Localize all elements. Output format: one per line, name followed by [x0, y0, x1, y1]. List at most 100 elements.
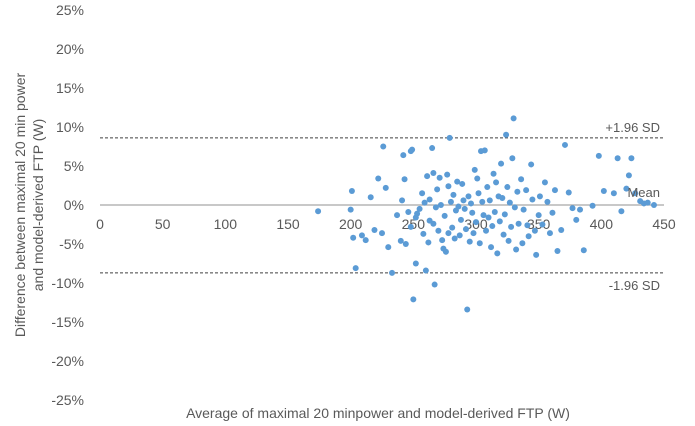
x-tick-label: 150: [276, 216, 300, 232]
data-point: [531, 227, 538, 234]
data-point: [358, 232, 365, 239]
data-point: [577, 206, 584, 213]
data-point: [565, 189, 572, 196]
y-tick-labels: 25% 20% 15% 10% 5% 0% -5% -10% -15% -20% -25%: [51, 2, 84, 408]
data-point: [402, 241, 409, 247]
data-point: [461, 205, 468, 212]
data-point: [424, 173, 431, 180]
data-point: [431, 281, 438, 288]
data-point: [412, 260, 419, 267]
data-point: [485, 214, 492, 221]
data-point: [379, 230, 385, 237]
x-tick-label: 400: [590, 216, 614, 232]
data-point: [397, 237, 404, 244]
data-point: [528, 161, 535, 168]
x-tick-label: 50: [155, 216, 171, 232]
data-point: [451, 235, 458, 242]
data-point: [457, 216, 464, 223]
data-point: [405, 209, 412, 216]
data-point: [561, 141, 568, 148]
y-axis-title-line-2: and model-derived FTP (W): [30, 119, 46, 291]
data-point: [447, 198, 454, 205]
data-point: [441, 212, 448, 219]
data-point: [525, 233, 532, 240]
data-point: [444, 171, 451, 178]
data-point: [449, 224, 456, 231]
data-point: [371, 226, 378, 233]
data-point: [513, 246, 520, 253]
data-point: [380, 143, 387, 150]
data-point: [498, 160, 505, 167]
x-tick-label: 250: [402, 216, 426, 232]
data-point: [430, 220, 437, 227]
data-point: [600, 187, 607, 194]
data-point: [520, 206, 527, 213]
x-tick-label: 0: [96, 216, 104, 232]
data-point: [450, 191, 457, 198]
reference-lines: [100, 137, 664, 274]
data-point: [533, 251, 540, 258]
data-point: [496, 218, 503, 225]
data-point: [493, 179, 500, 186]
x-tick-label: 450: [652, 216, 676, 232]
y-tick-label: -10%: [51, 275, 84, 291]
data-point: [623, 185, 630, 192]
data-point: [549, 209, 556, 216]
data-point: [489, 223, 496, 230]
data-point: [504, 184, 511, 191]
data-point: [407, 223, 414, 230]
data-points: [315, 115, 657, 313]
data-point: [480, 212, 487, 219]
data-point: [505, 237, 512, 244]
data-point: [429, 145, 436, 152]
data-point: [465, 193, 472, 200]
data-point: [456, 232, 463, 239]
y-tick-label: -25%: [51, 392, 84, 408]
data-point: [399, 197, 406, 204]
reference-labels: +1.96 SD Mean -1.96 SD: [605, 120, 660, 293]
data-point: [518, 176, 525, 183]
y-tick-label: -5%: [59, 236, 84, 252]
data-point: [483, 227, 490, 234]
data-point: [524, 222, 531, 229]
data-point: [367, 194, 374, 201]
reference-label: +1.96 SD: [605, 120, 660, 135]
data-point: [484, 184, 491, 191]
data-point: [650, 202, 657, 208]
data-point: [506, 199, 513, 206]
data-point: [466, 238, 473, 245]
data-point: [420, 230, 427, 237]
data-point: [529, 196, 536, 203]
data-point: [469, 209, 476, 216]
data-point: [486, 197, 493, 204]
data-point: [539, 221, 546, 228]
data-point: [546, 230, 553, 237]
reference-label: Mean: [627, 185, 660, 200]
x-tick-label: 350: [527, 216, 551, 232]
data-point: [414, 210, 421, 217]
data-point: [445, 230, 452, 237]
data-point: [350, 234, 357, 241]
data-point: [515, 220, 522, 227]
x-tick-label: 100: [214, 216, 238, 232]
data-point: [460, 197, 467, 204]
data-point: [558, 226, 565, 233]
data-point: [401, 176, 408, 183]
y-tick-label: -20%: [51, 353, 84, 369]
y-tick-label: 15%: [56, 80, 84, 96]
data-point: [519, 240, 526, 247]
y-tick-label: 0%: [64, 197, 84, 213]
data-point: [481, 147, 488, 154]
data-point: [508, 223, 515, 230]
y-tick-label: 25%: [56, 2, 84, 18]
data-point: [614, 155, 621, 162]
data-point: [628, 155, 635, 162]
data-point: [491, 209, 498, 216]
data-point: [470, 230, 477, 237]
data-point: [459, 180, 466, 187]
data-point: [475, 190, 482, 197]
data-point: [425, 239, 432, 246]
data-point: [632, 190, 639, 197]
data-point: [419, 190, 426, 197]
data-point: [503, 131, 510, 138]
